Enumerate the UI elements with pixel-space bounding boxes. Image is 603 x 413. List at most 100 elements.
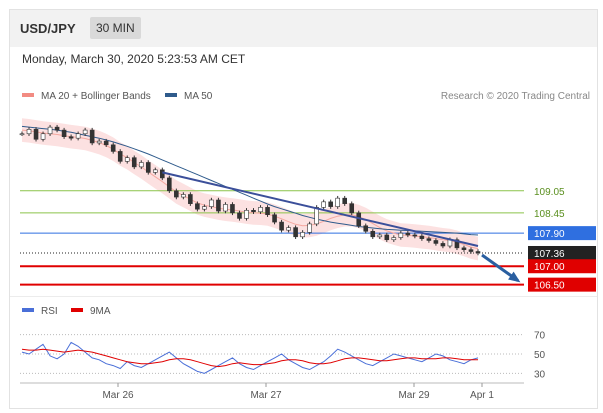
candle-body bbox=[342, 197, 348, 204]
x-axis: Mar 26 Mar 27 Mar 29 Apr 1 bbox=[20, 382, 524, 401]
candle-body bbox=[82, 129, 88, 135]
candle-body bbox=[279, 221, 284, 231]
candle-body bbox=[40, 133, 46, 140]
candle-body bbox=[216, 199, 221, 212]
rsi-tick-0: 70 bbox=[534, 331, 546, 342]
candle-body bbox=[131, 157, 137, 168]
candle-body bbox=[47, 126, 53, 135]
candle-body bbox=[54, 126, 60, 131]
candle-body bbox=[96, 140, 102, 144]
level-label-4: 107.00 bbox=[534, 262, 565, 273]
legend-ma20-swatch bbox=[22, 93, 34, 97]
candle-body bbox=[26, 129, 32, 135]
legend-9ma-swatch bbox=[71, 308, 83, 312]
candle-body bbox=[293, 227, 298, 238]
rsi-tick-1: 50 bbox=[534, 350, 546, 361]
candle-body bbox=[117, 151, 123, 162]
candle-body bbox=[412, 234, 418, 237]
candle-body bbox=[33, 129, 39, 140]
candle-body bbox=[174, 190, 179, 198]
candle-body bbox=[377, 234, 383, 238]
legend-ma50-label: MA 50 bbox=[184, 91, 213, 102]
candle-body bbox=[138, 162, 144, 168]
timeframe-badge[interactable]: 30 MIN bbox=[90, 17, 141, 39]
candle-body bbox=[209, 199, 214, 207]
candle-body bbox=[405, 232, 411, 236]
candle-body bbox=[103, 140, 109, 146]
candle-body bbox=[265, 207, 270, 216]
symbol-label: USD/JPY bbox=[20, 21, 76, 36]
candle-body bbox=[384, 234, 390, 241]
candle-body bbox=[440, 243, 446, 247]
x-tick-label-2: Mar 29 bbox=[398, 390, 430, 401]
candle-body bbox=[152, 169, 158, 173]
candle-body bbox=[300, 232, 305, 238]
legend-rsi-swatch bbox=[22, 308, 34, 312]
candle-body bbox=[145, 162, 151, 173]
level-label-0: 109.05 bbox=[534, 187, 565, 198]
candle-body bbox=[19, 133, 25, 136]
candle-body bbox=[258, 207, 263, 213]
candle-body bbox=[244, 210, 249, 219]
candle-body bbox=[461, 247, 467, 250]
candle-body bbox=[202, 206, 207, 210]
level-box-3 bbox=[528, 245, 596, 260]
candle-body bbox=[370, 230, 376, 238]
x-tick-label-0: Mar 26 bbox=[102, 390, 134, 401]
candle-body bbox=[363, 225, 369, 232]
rsi-tick-2: 30 bbox=[534, 369, 546, 380]
x-tick-label-1: Mar 27 bbox=[250, 390, 282, 401]
price-panel: 109.05 108.45 107.90 107.36 107.00 106.50 bbox=[19, 118, 596, 292]
candle-body bbox=[314, 207, 319, 225]
candle-body bbox=[75, 133, 81, 139]
candle-body bbox=[167, 177, 172, 192]
candle-body bbox=[307, 223, 312, 233]
candle-body bbox=[68, 136, 74, 139]
level-label-5: 106.50 bbox=[534, 281, 565, 292]
candle-body bbox=[475, 251, 481, 254]
candle-body bbox=[124, 157, 130, 162]
legend-ma50-swatch bbox=[165, 93, 177, 97]
level-box-5 bbox=[528, 277, 596, 292]
candle-body bbox=[89, 129, 95, 144]
candle-body bbox=[391, 237, 397, 241]
legend-ma20-label: MA 20 + Bollinger Bands bbox=[41, 91, 151, 102]
candle-body bbox=[454, 239, 460, 249]
chart-header: USD/JPY 30 MIN bbox=[10, 10, 597, 47]
legend-9ma-label: 9MA bbox=[90, 306, 111, 317]
candle-body bbox=[272, 214, 277, 223]
candle-body bbox=[195, 203, 200, 210]
candle-body bbox=[188, 194, 193, 204]
candle-body bbox=[398, 232, 404, 238]
candle-body bbox=[181, 194, 186, 198]
trendline bbox=[162, 171, 479, 247]
candle-body bbox=[251, 210, 256, 213]
candle-body bbox=[468, 249, 474, 252]
forecast-arrow-head bbox=[508, 271, 521, 283]
candle-body bbox=[328, 201, 333, 207]
level-label-3: 107.36 bbox=[534, 249, 565, 260]
candle-body bbox=[230, 204, 235, 214]
candle-body bbox=[321, 201, 326, 208]
x-tick-label-3: Apr 1 bbox=[470, 390, 494, 401]
candle-body bbox=[335, 197, 340, 207]
timestamp: Monday, March 30, 2020 5:23:53 AM CET bbox=[22, 52, 246, 66]
panel-divider bbox=[10, 296, 597, 297]
candle-body bbox=[237, 212, 242, 219]
level-box-4 bbox=[528, 259, 596, 274]
candle-body bbox=[426, 238, 432, 241]
level-label-1: 108.45 bbox=[534, 209, 565, 220]
bollinger-band bbox=[22, 118, 478, 261]
candle-body bbox=[160, 169, 165, 179]
candle-body bbox=[223, 204, 228, 212]
chart-frame: USD/JPY 30 MIN Monday, March 30, 2020 5:… bbox=[9, 9, 598, 409]
candle-body bbox=[286, 227, 291, 231]
candle-body bbox=[61, 129, 67, 138]
rsi-line bbox=[21, 341, 479, 374]
copyright-note: Research © 2020 Trading Central bbox=[441, 91, 590, 102]
ma50-line bbox=[21, 125, 479, 236]
candle-body bbox=[349, 203, 355, 214]
level-label-2: 107.90 bbox=[534, 229, 565, 240]
candle-body bbox=[433, 240, 439, 244]
candle-body bbox=[110, 144, 116, 152]
